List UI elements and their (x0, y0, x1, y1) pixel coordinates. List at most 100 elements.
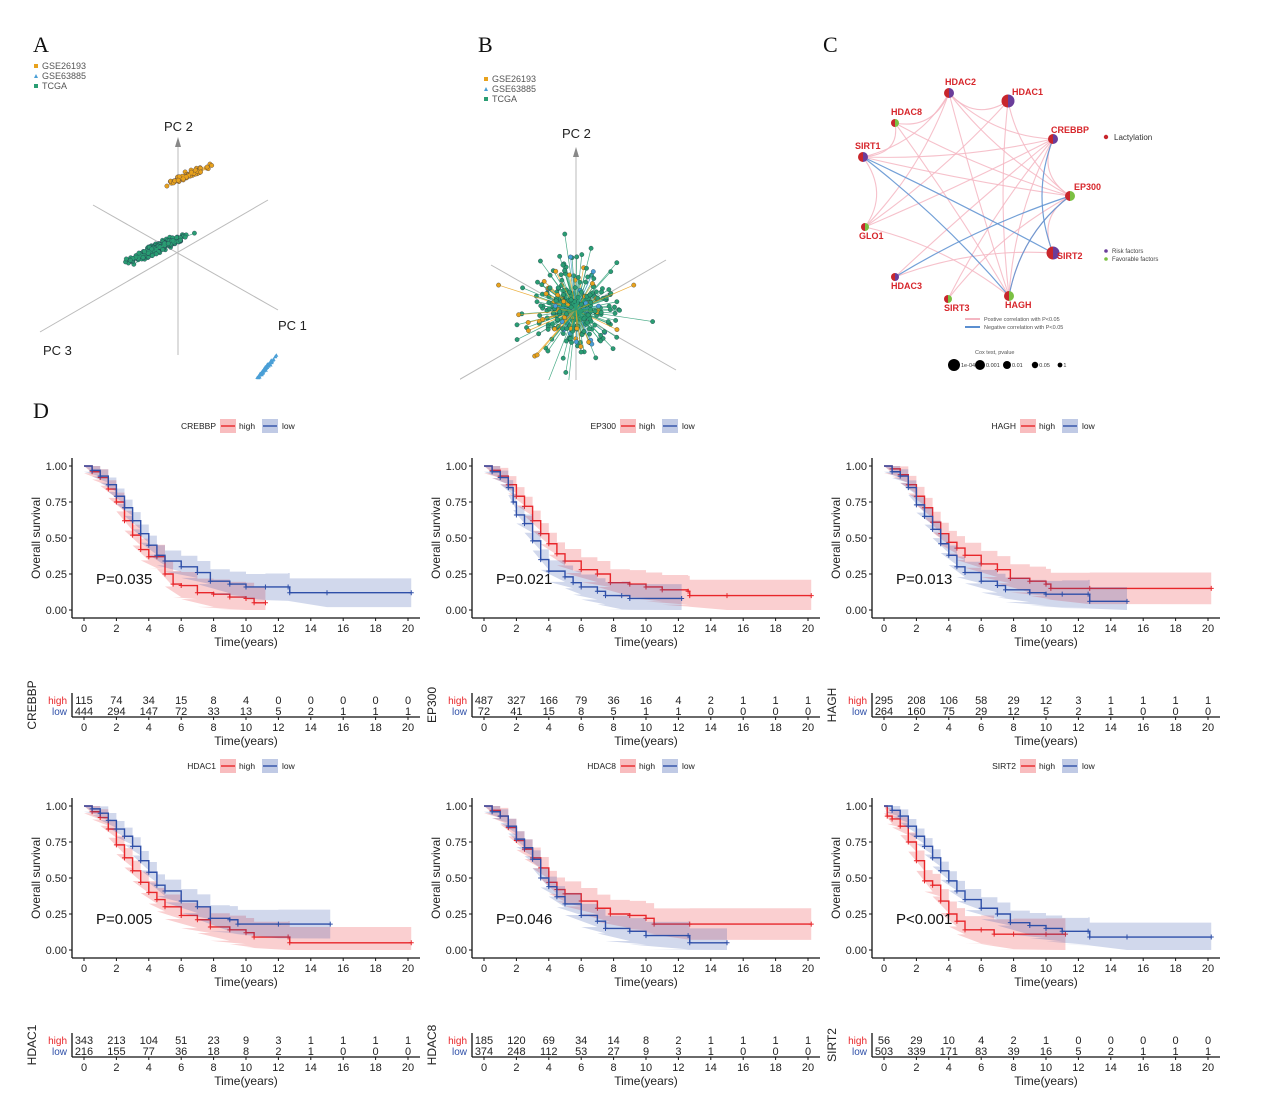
legend: Lactylation Risk factors Favorable factors… (948, 133, 1158, 371)
risk-count-high: 0 (1140, 1035, 1146, 1047)
legend-label: Lactylation (1114, 133, 1152, 142)
censor-mark-high (578, 567, 584, 573)
risk-count-low: 0 (1140, 706, 1146, 718)
y-tick-label: 0.25 (446, 909, 467, 921)
x-axis-title: Time(years) (614, 1074, 678, 1088)
x-axis-title: Time(years) (214, 734, 278, 748)
censor-mark-low (954, 564, 960, 570)
censor-mark-low (578, 584, 584, 590)
censor-mark-low (162, 888, 168, 894)
risk-count-high: 1 (1173, 695, 1179, 707)
x-tick-label: 0 (81, 963, 87, 975)
size-legend-label: 0.01 (1012, 363, 1023, 369)
censor-mark-low (978, 578, 984, 584)
x-tick-label: 8 (611, 722, 617, 734)
p-value-label: P=0.021 (496, 571, 552, 588)
size-legend-marker (1003, 361, 1011, 369)
censor-mark-high (562, 891, 568, 897)
tcga-point (578, 349, 584, 355)
x-tick-label: 4 (946, 963, 952, 975)
risk-count-high: 1 (1043, 1035, 1049, 1047)
censor-mark-high (594, 571, 600, 577)
x-tick-label: 2 (113, 963, 119, 975)
axes: 0.00 0.25 0.50 0.75 1.00 0 2 4 6 8 10 12 14 16 18 20 Tim… (829, 458, 1220, 649)
tcga-point (142, 249, 147, 254)
censor-mark-high (889, 816, 895, 822)
y-axis-title: Overall survival (29, 837, 43, 919)
tcga-point (514, 322, 520, 328)
node-label: HDAC2 (945, 77, 976, 87)
x-tick-label: 18 (369, 1062, 381, 1074)
x-tick-label: 4 (546, 722, 552, 734)
censor-mark-low (1087, 598, 1093, 604)
legend-title: CREBBP (181, 421, 216, 431)
risk-count-low: 1 (1205, 1046, 1211, 1058)
gse63885-point (273, 354, 278, 359)
risk-count-low: 0 (773, 1046, 779, 1058)
x-axis-title: Time(years) (1014, 635, 1078, 649)
nodes: HDAC2 HDAC1 CREBBP EP300 SIRT2 HAGH SIRT3 HDAC3… (855, 77, 1101, 313)
x-tick-label: 2 (113, 623, 119, 635)
risk-count-high: 0 (1205, 1035, 1211, 1047)
risk-row-label-low: low (52, 707, 68, 718)
x-tick-label: 10 (240, 963, 252, 975)
confidence-band-low (484, 466, 682, 610)
legend-label-low: low (282, 761, 296, 771)
x-tick-label: 12 (272, 1062, 284, 1074)
tcga-point (560, 355, 566, 361)
tcga-point (160, 247, 166, 252)
x-tick-label: 18 (769, 722, 781, 734)
censor-mark-high (884, 813, 890, 819)
axes: 0.00 0.25 0.50 0.75 1.00 0 2 4 6 8 10 12 14 16 18 20 Tim… (29, 458, 420, 649)
x-tick-label: 18 (369, 722, 381, 734)
censor-mark-low (922, 513, 927, 519)
tcga-point (588, 299, 594, 305)
risk-count-high: 1 (405, 1035, 411, 1047)
censor-mark-low (510, 499, 516, 505)
x-tick-label: 18 (369, 623, 381, 635)
censor-mark-high (211, 591, 217, 597)
risk-count-high: 4 (978, 1035, 984, 1047)
tcga-point (564, 326, 570, 331)
x-tick-label: 0 (881, 1062, 887, 1074)
censor-mark-high (287, 940, 293, 946)
censor-mark-low (489, 809, 495, 815)
tcga-point (545, 327, 551, 332)
censor-mark-low (897, 813, 903, 819)
legend: CREBBP high low (181, 419, 296, 433)
censor-mark-high (227, 927, 233, 933)
legend-label: Favorable factors (1112, 257, 1158, 263)
tcga-point (591, 276, 597, 281)
x-tick-label: 18 (769, 623, 781, 635)
censor-mark-high (991, 931, 997, 937)
node-half-lactylation (1065, 191, 1070, 201)
censor-mark-high (578, 898, 584, 904)
censor-mark-low (227, 917, 233, 923)
tcga-segment (575, 309, 602, 313)
y-axis-title: Overall survival (429, 837, 443, 919)
censor-mark-high (105, 826, 111, 832)
tcga-point (585, 312, 591, 318)
tcga-point (123, 256, 129, 262)
censor-mark-low (562, 574, 568, 580)
risk-count-high: 69 (543, 1035, 555, 1047)
x-tick-label: 0 (881, 623, 887, 635)
censor-mark-high (170, 581, 176, 587)
censor-mark-high (122, 518, 127, 524)
x-tick-label: 16 (337, 722, 349, 734)
censor-mark-low (946, 552, 952, 558)
x-tick-label: 0 (481, 722, 487, 734)
axis-pc1 (92, 204, 279, 311)
risk-count-low: 33 (207, 706, 219, 718)
risk-count-low: 112 (540, 1046, 558, 1058)
x-axis-title: Time(years) (214, 635, 278, 649)
x-axis-title: Time(years) (614, 635, 678, 649)
censor-mark-high (408, 940, 414, 946)
tcga-point (599, 289, 604, 295)
x-axis-title: Time(years) (614, 734, 678, 748)
legend: SIRT2 high low (992, 759, 1096, 773)
y-tick-label: 1.00 (846, 461, 867, 473)
edge-positive (894, 251, 1054, 278)
